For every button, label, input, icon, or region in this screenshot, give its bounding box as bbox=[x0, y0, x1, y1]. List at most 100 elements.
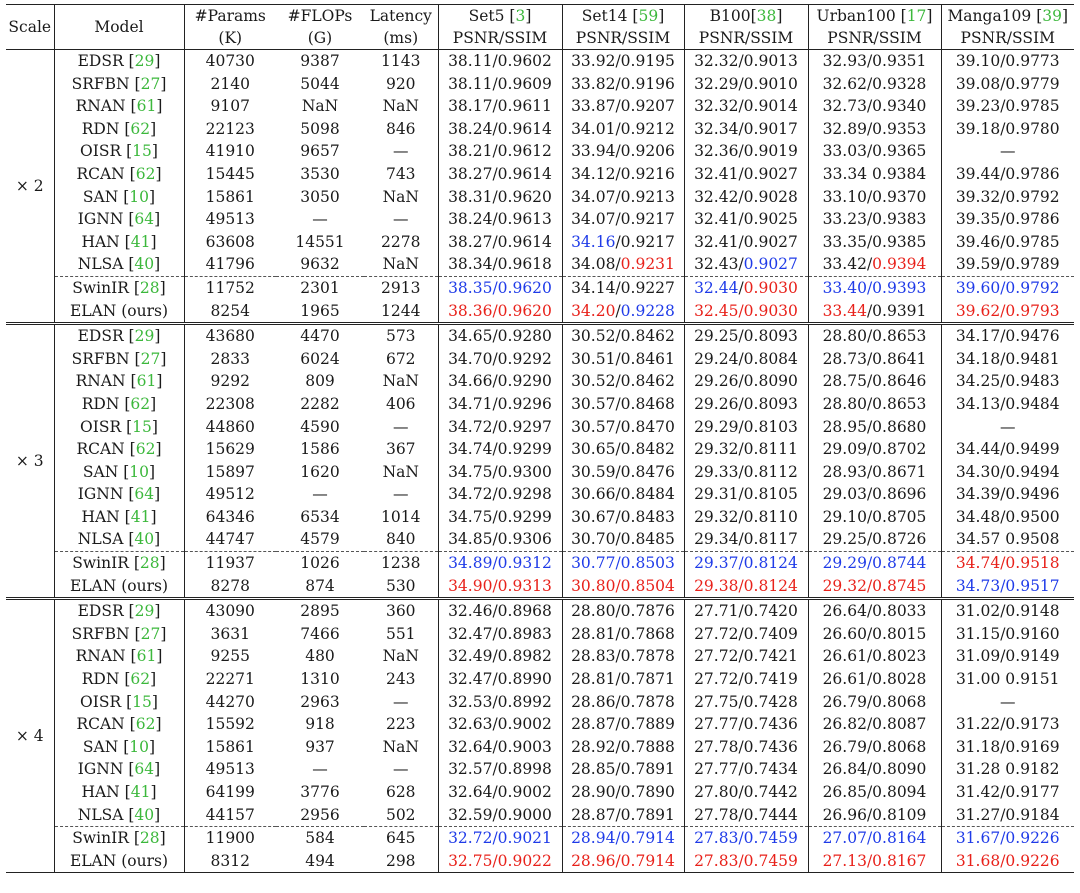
ssim-value: 0.9602 bbox=[497, 52, 552, 70]
metric-separator: / bbox=[492, 119, 498, 138]
psnr-value: 38.31 bbox=[448, 187, 493, 206]
scale-label: × 2 bbox=[6, 49, 55, 324]
metric-separator: / bbox=[1000, 602, 1006, 621]
psnr-value: 39.32 bbox=[955, 187, 1001, 206]
ssim-value: 0.9226 bbox=[1005, 851, 1060, 870]
psnr-ssim-cell: 27.72/0.7409 bbox=[684, 622, 809, 646]
ssim-value: 0.8990 bbox=[497, 670, 552, 689]
psnr-ssim-cell: 39.59/0.9789 bbox=[941, 253, 1074, 276]
ssim-value: 0.7891 bbox=[620, 805, 675, 824]
params-value: 15445 bbox=[205, 164, 255, 183]
model-header: Model bbox=[54, 4, 185, 50]
metric-separator: / bbox=[1000, 372, 1006, 391]
metric-separator: / bbox=[492, 327, 498, 346]
model-label: OISR bbox=[80, 417, 122, 436]
psnr-value: 34.85 bbox=[448, 530, 493, 549]
latency-value: NaN bbox=[364, 185, 439, 209]
metric-separator: / bbox=[866, 805, 873, 824]
latency-value: — bbox=[364, 690, 439, 714]
table-row: RCAN [62] 15629 1586 367 34.74/0.9299 30.65/0… bbox=[6, 438, 1074, 461]
ssim-value: 0.9196 bbox=[620, 74, 675, 93]
psnr-value: 33.03 bbox=[822, 142, 867, 161]
ssim-value: 0.9213 bbox=[620, 187, 675, 206]
latency-value: 1244 bbox=[364, 299, 439, 324]
citation-ref: 62 bbox=[135, 164, 156, 183]
ssim-value: 0.9027 bbox=[743, 255, 798, 274]
psnr-value: 28.80 bbox=[822, 394, 867, 413]
model-label: NLSA bbox=[77, 805, 124, 824]
citation-ref: 28 bbox=[139, 554, 160, 573]
params-value: 15592 bbox=[205, 715, 255, 734]
psnr-value: 33.10 bbox=[822, 187, 867, 206]
metric-separator: / bbox=[866, 142, 873, 161]
psnr-value: — bbox=[1000, 692, 1016, 711]
params-value: 15897 bbox=[205, 462, 255, 481]
metric-separator: / bbox=[615, 624, 621, 643]
table-row: SwinIR [28] 11937 1026 1238 34.89/0.9312 30.7… bbox=[6, 551, 1074, 575]
table-row: IGNN [64] 49512— —34.72/0.9298 30.66/0.8484… bbox=[6, 483, 1074, 506]
psnr-value: 32.32 bbox=[694, 52, 739, 70]
params-value: 49513 bbox=[205, 760, 255, 779]
latency-value: — bbox=[364, 758, 439, 781]
psnr-ssim-cell: 30.51/0.8461 bbox=[562, 347, 685, 371]
ssim-value: 0.9212 bbox=[620, 119, 675, 138]
metric-separator: / bbox=[866, 602, 873, 621]
metric-separator: / bbox=[738, 142, 744, 161]
ssim-value: 0.9025 bbox=[743, 210, 798, 229]
psnr-ssim-cell: 30.66/0.8484 bbox=[562, 483, 685, 506]
latency-value: — bbox=[364, 140, 439, 163]
metric-separator: / bbox=[738, 210, 744, 229]
ssim-value: 0.8110 bbox=[743, 507, 798, 526]
ssim-value: 0.9217 bbox=[620, 210, 675, 229]
latency-value: 1143 bbox=[364, 49, 439, 73]
psnr-ssim-cell: 28.95/0.8680 bbox=[808, 415, 942, 439]
psnr-value: 32.89 bbox=[822, 119, 867, 138]
metric-separator: / bbox=[738, 232, 744, 251]
metric-separator: / bbox=[738, 301, 744, 320]
psnr-ssim-cell: 31.00 0.9151 bbox=[941, 668, 1074, 691]
psnr-ssim-cell: 32.32/0.9014 bbox=[684, 95, 809, 118]
ssim-value: 0.9618 bbox=[497, 255, 552, 274]
model-name: EDSR [29] bbox=[54, 322, 185, 348]
psnr-ssim-cell: 26.96/0.8109 bbox=[808, 803, 942, 827]
psnr-value: 29.10 bbox=[822, 507, 867, 526]
metric-separator: / bbox=[1000, 164, 1006, 183]
flops-value: 9657 bbox=[300, 142, 340, 161]
psnr-value: 26.79 bbox=[822, 692, 867, 711]
flops-value: 937 bbox=[305, 737, 335, 756]
flops-value: 3530 bbox=[300, 164, 340, 183]
flops-value: 1620 bbox=[300, 462, 340, 481]
metric-separator: / bbox=[492, 692, 498, 711]
params-value: 64346 bbox=[205, 507, 255, 526]
latency-value: 551 bbox=[364, 622, 439, 646]
metric-separator: / bbox=[738, 851, 744, 870]
psnr-ssim-cell: 38.36/0.9620 bbox=[438, 299, 563, 324]
table-row: RNAN [61] 9292 809 NaN 34.66/0.9290 30.52/0.8… bbox=[6, 370, 1074, 393]
ssim-value: 0.9792 bbox=[1005, 278, 1060, 297]
ssim-value: 0.8117 bbox=[743, 530, 798, 549]
psnr-value: 29.25 bbox=[694, 327, 739, 346]
metric-separator: / bbox=[738, 255, 744, 274]
ssim-value: 0.8504 bbox=[620, 576, 675, 595]
table-row: × 2 EDSR [29] 40730 9387 1143 38.11/0.9602 33.… bbox=[6, 49, 1074, 324]
psnr-ssim-cell: 28.73/0.8641 bbox=[808, 347, 942, 371]
model-name: RDN [62] bbox=[54, 392, 185, 416]
psnr-value: 29.32 bbox=[694, 507, 739, 526]
metric-separator: / bbox=[738, 417, 744, 436]
citation-ref: 64 bbox=[134, 485, 155, 504]
metric-separator: / bbox=[866, 715, 873, 734]
psnr-value: 30.57 bbox=[571, 394, 616, 413]
metric-separator: / bbox=[866, 851, 873, 870]
ssim-value: 0.9227 bbox=[620, 278, 675, 297]
model-label: EDSR bbox=[77, 602, 124, 621]
psnr-value: 33.87 bbox=[571, 97, 616, 116]
psnr-value: 32.41 bbox=[694, 232, 739, 251]
flops-value: 2301 bbox=[276, 275, 364, 300]
citation-ref: 28 bbox=[139, 278, 160, 297]
table-row: HAN [41] 64346 6534 1014 34.75/0.9299 30.67/0… bbox=[6, 505, 1074, 529]
ssim-value: 0.9149 bbox=[1005, 647, 1060, 666]
citation-ref: 61 bbox=[136, 372, 157, 391]
metric-separator: / bbox=[738, 829, 744, 848]
metric-separator: / bbox=[492, 97, 498, 116]
ssim-value: 0.8726 bbox=[872, 530, 927, 549]
